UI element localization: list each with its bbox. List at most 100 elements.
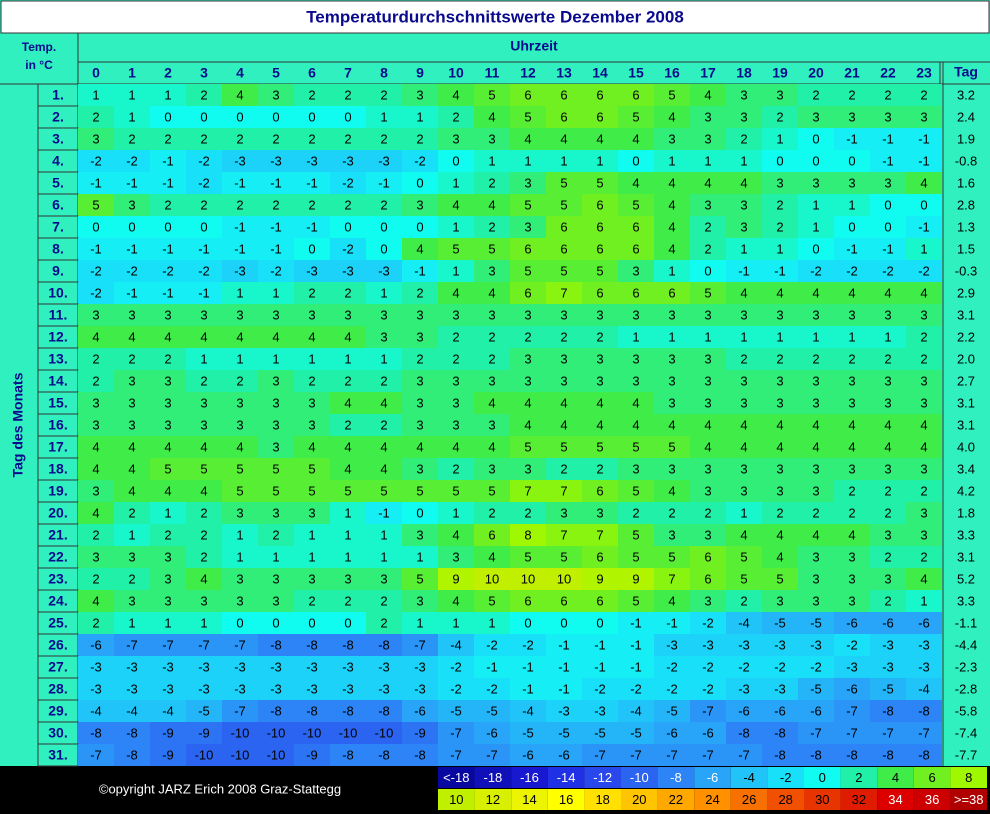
heat-cell (114, 326, 150, 348)
cell-value: -8 (90, 725, 102, 740)
heat-cell (870, 480, 906, 502)
cell-value: 4 (416, 439, 423, 454)
cell-value: 3 (704, 593, 711, 608)
cell-value: 6 (704, 549, 711, 564)
hour-label: 19 (772, 65, 788, 81)
heat-cell (186, 590, 222, 612)
heat-cell (258, 568, 294, 590)
hour-label: 12 (520, 65, 536, 81)
heat-cell (366, 634, 402, 656)
cell-value: 2 (560, 461, 567, 476)
hour-label: 13 (556, 65, 572, 81)
cell-value: 4 (92, 461, 99, 476)
cell-value: 6 (560, 87, 567, 102)
cell-value: 5 (524, 439, 531, 454)
cell-value: -1 (738, 263, 750, 278)
cell-value: -8 (342, 703, 354, 718)
heat-cell (474, 436, 510, 458)
cell-value: 3 (200, 307, 207, 322)
heat-cell (618, 282, 654, 304)
heat-cell (150, 172, 186, 194)
cell-value: 3 (704, 109, 711, 124)
cell-value: 3 (308, 395, 315, 410)
cell-value: 4 (668, 483, 675, 498)
cell-value: -7 (810, 725, 822, 740)
cell-value: -6 (846, 615, 858, 630)
heat-cell (186, 194, 222, 216)
cell-value: 2 (488, 219, 495, 234)
cell-value: -9 (306, 747, 318, 762)
cell-value: -3 (378, 263, 390, 278)
cell-value: -1 (378, 505, 390, 520)
legend-label: 30 (815, 792, 829, 807)
cell-value: 4 (416, 241, 423, 256)
cell-value: 2 (884, 593, 891, 608)
heat-cell (834, 106, 870, 128)
cell-value: 2 (776, 351, 783, 366)
heat-cell (330, 260, 366, 282)
heat-cell (294, 568, 330, 590)
heat-cell (330, 612, 366, 634)
cell-value: 0 (884, 219, 891, 234)
cell-value: 6 (524, 241, 531, 256)
cell-value: 4 (92, 439, 99, 454)
cell-value: -1 (594, 637, 606, 652)
cell-value: 4 (920, 417, 927, 432)
cell-value: -8 (810, 747, 822, 762)
cell-value: 5 (488, 87, 495, 102)
cell-value: 1 (488, 153, 495, 168)
heat-cell (906, 348, 942, 370)
cell-value: 3 (452, 373, 459, 388)
cell-value: 3 (848, 109, 855, 124)
heat-cell (834, 304, 870, 326)
heat-cell (762, 216, 798, 238)
legend-swatch (767, 789, 804, 810)
cell-value: 3 (272, 505, 279, 520)
heat-cell (186, 480, 222, 502)
cell-value: 0 (884, 197, 891, 212)
heat-cell (510, 744, 546, 766)
cell-value: 3 (308, 417, 315, 432)
heat-cell (438, 678, 474, 700)
heat-cell (402, 612, 438, 634)
heat-cell (546, 348, 582, 370)
cell-value: 3 (884, 373, 891, 388)
heat-cell (402, 150, 438, 172)
heat-cell (402, 326, 438, 348)
cell-value: 6 (560, 109, 567, 124)
cell-value: 2 (308, 285, 315, 300)
cell-value: -3 (342, 681, 354, 696)
cell-value: 3 (848, 571, 855, 586)
heat-cell (798, 612, 834, 634)
heat-cell (798, 304, 834, 326)
heat-cell (294, 348, 330, 370)
heat-cell (114, 612, 150, 634)
cell-value: -1 (918, 219, 930, 234)
heat-cell (906, 634, 942, 656)
cell-value: 5 (740, 571, 747, 586)
heat-cell (438, 150, 474, 172)
day-average: 2.9 (957, 285, 975, 300)
heat-cell (186, 128, 222, 150)
heat-cell (582, 282, 618, 304)
heat-cell (654, 612, 690, 634)
heat-cell (222, 612, 258, 634)
heat-cell (546, 172, 582, 194)
cell-value: 0 (596, 615, 603, 630)
cell-value: 2 (920, 483, 927, 498)
cell-value: 1 (668, 263, 675, 278)
cell-value: 2 (308, 131, 315, 146)
cell-value: 0 (236, 615, 243, 630)
cell-value: 5 (632, 549, 639, 564)
heat-cell (762, 656, 798, 678)
cell-value: 3 (704, 527, 711, 542)
cell-value: -9 (414, 725, 426, 740)
cell-value: -10 (375, 725, 394, 740)
heat-cell (438, 304, 474, 326)
heat-cell (726, 238, 762, 260)
cell-value: -1 (630, 659, 642, 674)
day-average: -1.1 (955, 615, 977, 630)
heat-cell (798, 590, 834, 612)
heat-cell (438, 260, 474, 282)
cell-value: 0 (200, 219, 207, 234)
